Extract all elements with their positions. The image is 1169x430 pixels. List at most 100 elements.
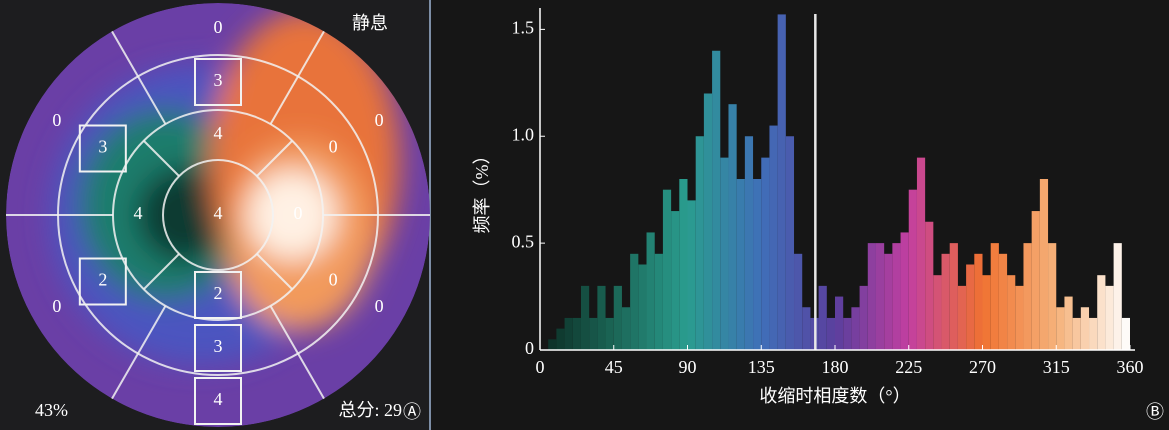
bar xyxy=(950,243,958,350)
bar xyxy=(655,254,663,350)
bar xyxy=(712,51,720,350)
bar xyxy=(942,254,950,350)
x-tick-label: 90 xyxy=(679,357,697,377)
bar xyxy=(548,339,556,350)
bar xyxy=(622,307,630,350)
bar xyxy=(1023,243,1031,350)
bar xyxy=(966,265,974,351)
bar xyxy=(868,243,876,350)
segment-score: 3 xyxy=(98,137,107,157)
x-tick-label: 270 xyxy=(969,357,996,377)
y-tick-label: 0 xyxy=(525,338,534,358)
bar xyxy=(1089,318,1097,350)
bar xyxy=(794,254,802,350)
bar xyxy=(1007,275,1015,350)
x-axis-title: 收缩时相度数（°） xyxy=(759,386,910,406)
bar xyxy=(835,297,843,350)
segment-score: 3 xyxy=(214,70,223,90)
bar xyxy=(728,104,736,350)
bar xyxy=(769,126,777,350)
segment-score: 0 xyxy=(214,17,223,37)
segment-score: 0 xyxy=(329,270,338,290)
bar xyxy=(737,179,745,350)
bar xyxy=(581,286,589,350)
percent-text: 43% xyxy=(35,400,68,420)
bar xyxy=(1114,243,1122,350)
bar xyxy=(1056,307,1064,350)
bar xyxy=(745,136,753,350)
bar xyxy=(597,286,605,350)
bar xyxy=(1032,211,1040,350)
bar xyxy=(802,307,810,350)
y-tick-label: 1.5 xyxy=(512,18,535,38)
bar xyxy=(696,136,704,350)
bar xyxy=(663,190,671,350)
panel-mark: Ⓑ xyxy=(1146,402,1164,422)
x-tick-label: 315 xyxy=(1043,357,1070,377)
bar xyxy=(974,254,982,350)
bar xyxy=(638,265,646,351)
bar xyxy=(876,243,884,350)
bar xyxy=(606,318,614,350)
y-axis-title: 频率（%） xyxy=(472,147,492,234)
bar xyxy=(843,318,851,350)
y-tick-label: 1.0 xyxy=(512,124,535,144)
bar xyxy=(884,254,892,350)
x-tick-label: 225 xyxy=(895,357,922,377)
segment-score: 0 xyxy=(329,137,338,157)
bar xyxy=(556,329,564,350)
bar xyxy=(892,243,900,350)
bar xyxy=(778,14,786,350)
bar xyxy=(827,318,835,350)
segment-score: 2 xyxy=(214,283,223,303)
bar xyxy=(1048,243,1056,350)
bar xyxy=(819,286,827,350)
bar xyxy=(901,232,909,350)
x-tick-label: 45 xyxy=(605,357,623,377)
figure: 静息 43% 总分: 29 Ⓐ Ⓑ 频率（%） 收缩时相度数（°） 000400… xyxy=(0,0,1169,430)
bar xyxy=(720,158,728,350)
bar xyxy=(1040,179,1048,350)
bar xyxy=(909,190,917,350)
total-score: 总分: 29 xyxy=(338,400,402,420)
bar xyxy=(614,286,622,350)
panel-mark: Ⓐ xyxy=(403,402,421,422)
bar xyxy=(1015,286,1023,350)
bar xyxy=(1081,307,1089,350)
bar xyxy=(761,158,769,350)
bar xyxy=(1122,318,1130,350)
segment-score: 4 xyxy=(214,203,223,223)
x-tick-label: 0 xyxy=(536,357,545,377)
bar xyxy=(983,275,991,350)
bar xyxy=(688,200,696,350)
bar xyxy=(917,158,925,350)
bar xyxy=(860,286,868,350)
bar xyxy=(851,307,859,350)
bar xyxy=(925,222,933,350)
segment-score: 2 xyxy=(98,270,107,290)
bar xyxy=(991,243,999,350)
x-tick-label: 135 xyxy=(748,357,775,377)
segment-score: 0 xyxy=(52,110,61,130)
bar xyxy=(630,254,638,350)
bar xyxy=(1073,318,1081,350)
bar xyxy=(1064,297,1072,350)
bar xyxy=(958,286,966,350)
bar xyxy=(679,179,687,350)
bar xyxy=(753,179,761,350)
bar xyxy=(786,136,794,350)
segment-score: 0 xyxy=(52,296,61,316)
bar xyxy=(671,211,679,350)
y-tick-label: 0.5 xyxy=(512,231,535,251)
bar xyxy=(589,318,597,350)
segment-score: 4 xyxy=(134,203,143,223)
bar xyxy=(573,318,581,350)
bar xyxy=(647,232,655,350)
bar xyxy=(999,254,1007,350)
segment-score: 0 xyxy=(375,296,384,316)
segment-score: 4 xyxy=(214,389,223,409)
segment-score: 0 xyxy=(294,203,303,223)
segment-score: 3 xyxy=(214,336,223,356)
x-tick-label: 180 xyxy=(822,357,849,377)
map-label: 静息 xyxy=(352,13,388,33)
